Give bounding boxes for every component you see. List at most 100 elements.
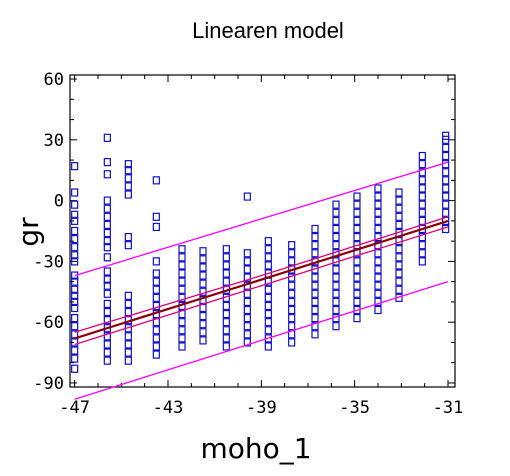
data-point: [353, 232, 361, 242]
data-point: [124, 174, 132, 183]
data-point: [418, 208, 426, 217]
data-point: [264, 326, 272, 335]
data-point: [442, 143, 450, 153]
data-point: [103, 196, 111, 205]
data-point: [442, 200, 450, 209]
data-point: [374, 305, 382, 315]
data-point: [71, 271, 79, 280]
data-point: [71, 235, 79, 244]
data-point: [311, 322, 319, 331]
data-point: [103, 133, 111, 142]
data-point: [332, 322, 340, 331]
data-point: [178, 269, 186, 278]
data-point: [374, 208, 382, 217]
data-point: [353, 200, 361, 209]
data-point: [264, 245, 272, 254]
data-point: [418, 192, 426, 201]
data-point: [374, 281, 382, 290]
data-point: [288, 338, 296, 347]
data-point: [222, 301, 230, 311]
data-point: [71, 314, 79, 323]
data-point: [103, 316, 111, 325]
data-point: [178, 334, 186, 343]
data-point: [178, 285, 186, 294]
data-point: [222, 261, 230, 270]
y-tick-label: -60: [33, 313, 64, 333]
data-point: [311, 314, 319, 323]
data-point: [243, 305, 251, 315]
data-point: [178, 342, 186, 351]
data-point: [178, 318, 186, 327]
data-point: [374, 273, 382, 282]
data-point: [71, 243, 79, 252]
data-point: [418, 232, 426, 242]
data-point: [395, 285, 403, 294]
data-point: [264, 261, 272, 270]
data-point: [353, 216, 361, 225]
data-point: [71, 162, 79, 171]
data-point: [71, 291, 79, 300]
data-point: [152, 342, 160, 351]
data-point: [374, 297, 382, 307]
data-point: [311, 241, 319, 250]
data-point: [288, 281, 296, 290]
plot-frame: [69, 74, 456, 388]
x-tick-label: -47: [59, 398, 90, 418]
data-point: [124, 307, 132, 317]
data-point: [442, 192, 450, 201]
x-tick-label: -39: [246, 398, 277, 418]
data-point: [124, 299, 132, 309]
data-point: [418, 168, 426, 177]
data-point: [353, 192, 361, 201]
data-point: [103, 340, 111, 349]
y-tick-label: 0: [54, 192, 64, 212]
data-point: [264, 253, 272, 262]
data-point: [178, 293, 186, 302]
y-tick-label: -30: [33, 252, 64, 272]
data-point: [103, 299, 111, 309]
data-point: [332, 224, 340, 234]
data-point: [353, 265, 361, 274]
data-point: [71, 251, 79, 260]
data-point: [243, 249, 251, 258]
data-point: [71, 322, 79, 331]
data-point: [199, 263, 207, 272]
data-point: [288, 257, 296, 266]
fit-line: [74, 219, 449, 340]
data-point: [332, 273, 340, 282]
data-point: [418, 257, 426, 266]
data-point: [103, 237, 111, 246]
data-point: [103, 253, 111, 262]
data-point: [264, 318, 272, 327]
data-point: [442, 151, 450, 161]
data-point: [124, 241, 132, 250]
data-point: [332, 216, 340, 225]
data-point: [71, 188, 79, 197]
confidence-upper-line: [74, 216, 449, 333]
data-points: [71, 131, 450, 373]
data-point: [222, 326, 230, 335]
data-point: [199, 279, 207, 288]
data-point: [288, 297, 296, 307]
data-point: [332, 289, 340, 298]
data-point: [103, 289, 111, 298]
data-point: [395, 253, 403, 262]
data-point: [395, 220, 403, 230]
data-point: [152, 222, 160, 232]
data-point: [243, 297, 251, 307]
data-point: [395, 204, 403, 213]
x-tick-label: -35: [339, 398, 370, 418]
data-point: [222, 269, 230, 278]
data-point: [103, 275, 111, 284]
data-point: [332, 200, 340, 209]
data-point: [243, 265, 251, 274]
data-point: [103, 220, 111, 230]
data-point: [124, 348, 132, 357]
data-point: [374, 192, 382, 201]
data-point: [178, 261, 186, 270]
data-point: [71, 277, 79, 286]
data-point: [103, 158, 111, 167]
regression-lines: [74, 161, 449, 400]
data-point: [103, 228, 111, 238]
